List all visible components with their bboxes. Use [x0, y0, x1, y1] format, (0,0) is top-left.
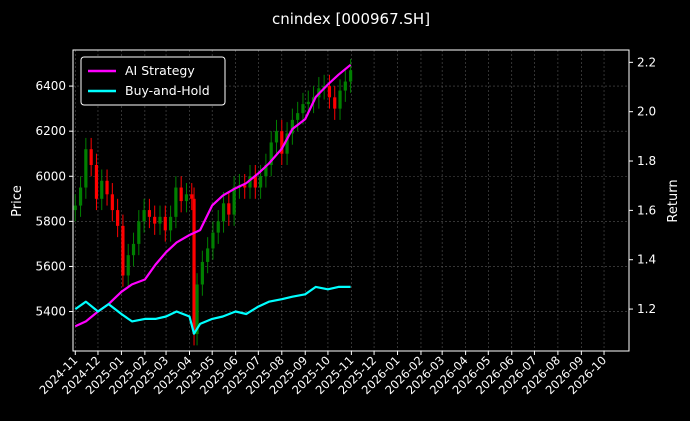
y-left-axis: 5400 5600 5800 6000 6200 6400 — [35, 79, 73, 319]
candle-body — [206, 248, 210, 262]
candle-body — [280, 131, 284, 154]
y-right-tick-label: 1.6 — [637, 203, 656, 217]
ai-strategy-line — [74, 63, 352, 328]
buy-and-hold-line — [74, 285, 351, 335]
candle-body — [147, 210, 152, 217]
candle-body — [211, 232, 215, 249]
candle-body — [343, 81, 347, 91]
candle-body — [243, 185, 247, 188]
candle-body — [105, 180, 109, 195]
candle-body — [190, 194, 194, 199]
candle-body — [78, 187, 83, 206]
candle-body — [84, 149, 88, 188]
candle-body — [264, 164, 268, 177]
candle-body — [100, 180, 104, 199]
lines — [74, 63, 352, 335]
candle-body — [327, 86, 332, 98]
legend: AI Strategy Buy-and-Hold — [80, 56, 226, 106]
candle-body — [285, 133, 289, 154]
y-left-label: Price — [10, 185, 25, 217]
legend-label-bh: Buy-and-Hold — [125, 83, 210, 98]
y-left-tick-label: 6200 — [35, 124, 66, 138]
candle-body — [333, 97, 337, 109]
candle-body — [227, 203, 231, 215]
candle-body — [89, 149, 93, 165]
candles — [73, 59, 353, 346]
chart-title: cnindex [000967.SH] — [272, 10, 430, 28]
candle-body — [163, 216, 167, 231]
candle-body — [349, 70, 353, 82]
candle-body — [94, 164, 99, 199]
candle-body — [296, 113, 300, 120]
candle-body — [158, 216, 162, 224]
y-left-tick-label: 6400 — [35, 79, 66, 93]
candle-body — [121, 225, 125, 276]
y-right-label: Return — [666, 179, 681, 222]
candle-body — [259, 176, 263, 188]
candle-body — [200, 261, 204, 285]
legend-box — [80, 56, 226, 106]
candle-body — [126, 255, 130, 276]
candle-body — [142, 210, 146, 222]
candle-body — [216, 221, 220, 233]
candle-body — [248, 176, 252, 188]
candle-body — [269, 142, 273, 165]
candle-body — [73, 205, 77, 211]
y-left-tick-label: 6000 — [35, 169, 66, 183]
candle-body — [153, 216, 157, 224]
candle-body — [232, 187, 236, 215]
candle-body — [290, 119, 294, 134]
candle-body — [174, 187, 178, 217]
candle-body — [168, 216, 173, 231]
candle-body — [110, 194, 114, 211]
y-right-axis: 1.2 1.4 1.6 1.8 2.0 2.2 — [629, 55, 656, 316]
y-right-tick-label: 1.8 — [637, 154, 656, 168]
y-left-tick-label: 5400 — [35, 305, 66, 319]
candle-body — [253, 176, 257, 188]
candle-body — [137, 221, 141, 244]
candle-body — [184, 194, 189, 202]
y-right-tick-label: 1.4 — [637, 253, 656, 267]
candle-body — [221, 203, 226, 222]
legend-label-ai: AI Strategy — [125, 63, 195, 78]
y-left-tick-label: 5600 — [35, 259, 66, 273]
candle-body — [131, 243, 136, 256]
candle-body — [306, 101, 310, 105]
candle-body — [301, 104, 305, 114]
x-axis: 2024-112024-122025-012025-022025-032025-… — [37, 351, 609, 397]
candle-body — [195, 284, 199, 335]
candle-body — [274, 131, 279, 143]
y-left-tick-label: 5800 — [35, 214, 66, 228]
candle-body — [192, 198, 196, 335]
candle-body — [116, 210, 120, 226]
candle-body — [338, 90, 342, 109]
y-right-tick-label: 2.0 — [637, 105, 656, 119]
candle-body — [179, 187, 183, 202]
y-right-tick-label: 1.2 — [637, 302, 656, 316]
y-right-tick-label: 2.2 — [637, 55, 656, 69]
